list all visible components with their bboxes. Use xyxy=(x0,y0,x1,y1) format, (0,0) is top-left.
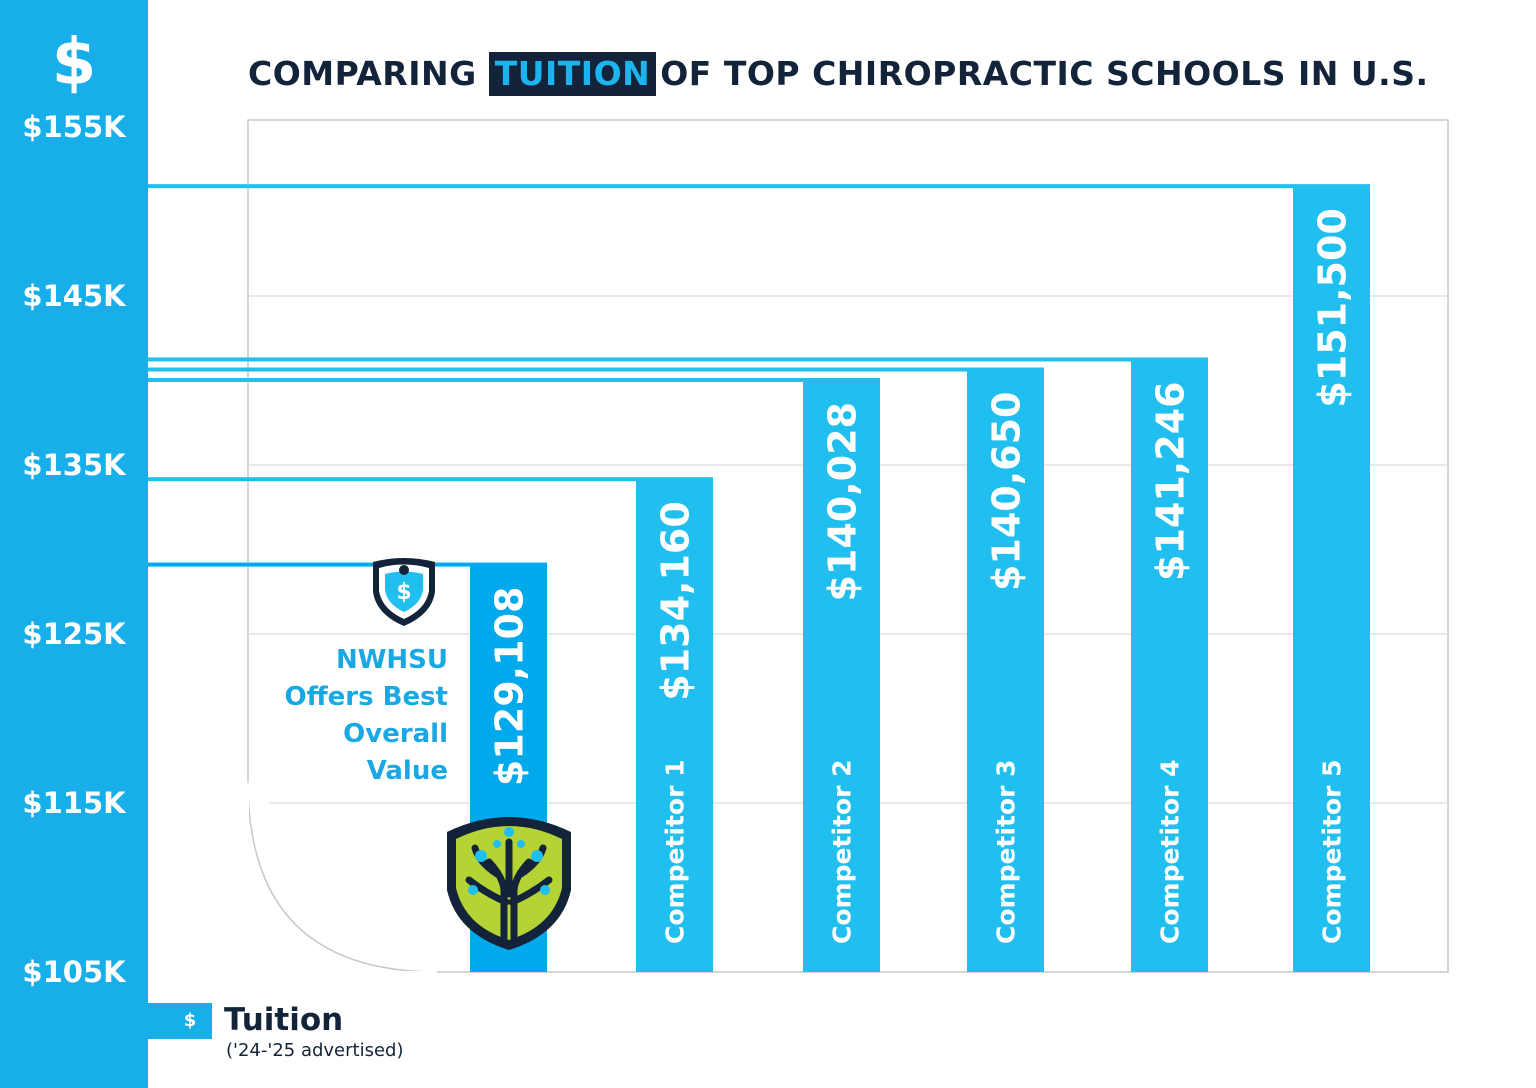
callout-line-2: Offers Best xyxy=(284,682,448,712)
legend-label: Tuition xyxy=(224,1002,344,1038)
bar-competitor-4 xyxy=(1131,357,1208,972)
bar-value-label: $140,028 xyxy=(821,402,865,602)
svg-text:$: $ xyxy=(396,580,411,605)
bar-lead-line xyxy=(148,477,636,482)
y-tick-label: $135K xyxy=(22,448,126,482)
chart-title: COMPARING TUITION OF TOP CHIROPRACTIC SCH… xyxy=(248,52,1429,96)
bar-lead-line xyxy=(148,378,803,383)
frame-corner-mask xyxy=(248,971,437,973)
bar-competitor-1 xyxy=(636,477,713,972)
y-tick-label: $115K xyxy=(22,786,126,820)
legend-dollar-icon: $ xyxy=(183,1010,197,1031)
y-tick-label: $105K xyxy=(22,955,126,989)
bar-value-label: $151,500 xyxy=(1311,208,1355,408)
bar-competitor-3 xyxy=(967,367,1044,972)
callout-line-3: Overall xyxy=(343,719,448,749)
bar-category-label: Competitor 3 xyxy=(992,760,1021,945)
nwhsu-value-callout: NWHSU Offers Best Overall Value xyxy=(248,642,448,790)
bar-lead-line xyxy=(148,357,1131,362)
bar-value-label: $140,650 xyxy=(985,392,1029,592)
y-tick-label: $125K xyxy=(22,617,126,651)
bar-value-label: $129,108 xyxy=(488,587,532,787)
legend-swatch: $ xyxy=(148,1003,212,1039)
title-prefix: COMPARING xyxy=(248,54,477,93)
y-tick-label: $145K xyxy=(22,279,126,313)
bar-category-label: Competitor 2 xyxy=(828,760,857,945)
y-tick-label: $155K xyxy=(22,110,126,144)
bar-category-label: Competitor 5 xyxy=(1318,760,1347,945)
bar-lead-line xyxy=(148,367,967,372)
title-highlight: TUITION xyxy=(488,52,657,96)
bar-lead-line xyxy=(148,184,1293,189)
bar-value-label: $134,160 xyxy=(654,501,698,701)
bar-competitor-5 xyxy=(1293,184,1370,972)
frame-corner xyxy=(247,781,439,973)
title-suffix: OF TOP CHIROPRACTIC SCHOOLS IN U.S. xyxy=(660,54,1429,93)
callout-line-4: Value xyxy=(366,756,448,786)
bar-competitor-2 xyxy=(803,378,880,972)
legend-sublabel: ('24-'25 advertised) xyxy=(226,1040,404,1061)
y-axis-sidebar: $ $105K $115K $125K $135K $145K $155K xyxy=(0,0,148,1088)
nwhsu-shield-icon: $ xyxy=(373,558,435,626)
dollar-icon: $ xyxy=(51,26,97,100)
frame-corner-mask xyxy=(247,783,249,973)
callout-line-1: NWHSU xyxy=(335,645,448,675)
nwhsu-tree-logo-icon xyxy=(447,817,571,950)
bar-value-label: $141,246 xyxy=(1149,381,1193,581)
bar-category-label: Competitor 1 xyxy=(661,760,690,945)
bar-category-label: Competitor 4 xyxy=(1156,760,1185,945)
bar-lead-line xyxy=(148,562,470,567)
